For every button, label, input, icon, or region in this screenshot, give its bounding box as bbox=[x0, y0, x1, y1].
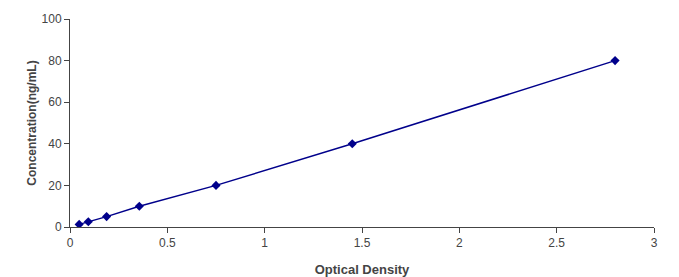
svg-text:1.5: 1.5 bbox=[354, 236, 371, 250]
svg-text:20: 20 bbox=[48, 179, 62, 193]
svg-text:60: 60 bbox=[48, 95, 62, 109]
svg-text:1: 1 bbox=[261, 236, 268, 250]
svg-text:2.5: 2.5 bbox=[548, 236, 565, 250]
svg-text:0.5: 0.5 bbox=[159, 236, 176, 250]
svg-text:0: 0 bbox=[67, 236, 74, 250]
svg-text:3: 3 bbox=[651, 236, 658, 250]
svg-text:100: 100 bbox=[42, 12, 62, 26]
svg-text:40: 40 bbox=[48, 137, 62, 151]
svg-text:80: 80 bbox=[48, 54, 62, 68]
svg-text:Optical Density: Optical Density bbox=[315, 262, 410, 277]
svg-text:Concentration(ng/mL): Concentration(ng/mL) bbox=[25, 60, 39, 185]
svg-text:2: 2 bbox=[456, 236, 463, 250]
svg-text:0: 0 bbox=[55, 220, 62, 234]
